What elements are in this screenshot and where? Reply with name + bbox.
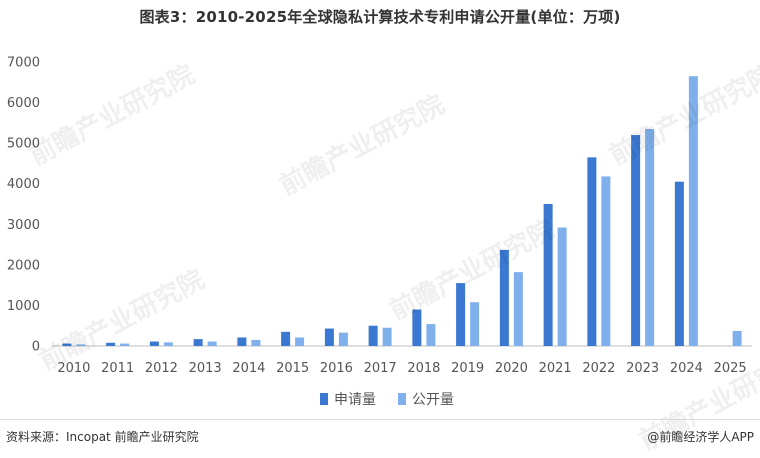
x-tick-label: 2014 bbox=[232, 361, 265, 376]
x-tick-label: 2020 bbox=[495, 361, 528, 376]
bar-applications bbox=[368, 325, 378, 346]
legend-item-publications: 公开量 bbox=[398, 389, 454, 409]
y-tick-label: 0 bbox=[32, 340, 40, 355]
y-tick-label: 4000 bbox=[7, 177, 40, 192]
y-tick-label: 5000 bbox=[7, 137, 40, 152]
x-tick-label: 2017 bbox=[364, 361, 397, 376]
bar-applications bbox=[193, 339, 203, 346]
bar-applications bbox=[631, 135, 641, 346]
bar-applications bbox=[62, 343, 72, 346]
y-tick-label: 6000 bbox=[7, 96, 40, 111]
y-tick-label: 1000 bbox=[7, 299, 40, 314]
bar-applications bbox=[412, 309, 422, 346]
y-tick-label: 7000 bbox=[7, 56, 40, 71]
chart-legend: 申请量 公开量 bbox=[320, 389, 454, 409]
bar-publications bbox=[557, 227, 567, 346]
bar-publications bbox=[645, 128, 655, 346]
bar-publications bbox=[688, 76, 698, 346]
bar-applications bbox=[237, 337, 247, 346]
legend-swatch-publications bbox=[398, 393, 406, 405]
x-tick-label: 2018 bbox=[407, 361, 440, 376]
bar-publications bbox=[338, 332, 348, 346]
bar-applications bbox=[587, 157, 597, 346]
x-tick-label: 2015 bbox=[276, 361, 309, 376]
bar-publications bbox=[426, 324, 436, 346]
bar-publications bbox=[601, 176, 611, 346]
bar-publications bbox=[295, 337, 305, 346]
x-tick-label: 2013 bbox=[189, 361, 222, 376]
bar-publications bbox=[163, 342, 173, 346]
bar-publications bbox=[120, 343, 130, 346]
bar-applications bbox=[456, 283, 466, 346]
y-tick-label: 2000 bbox=[7, 258, 40, 273]
bar-publications bbox=[732, 330, 742, 346]
legend-item-applications: 申请量 bbox=[320, 389, 376, 409]
y-tick-label: 3000 bbox=[7, 218, 40, 233]
legend-label-applications: 申请量 bbox=[334, 392, 376, 408]
legend-label-publications: 公开量 bbox=[412, 392, 454, 408]
bar-publications bbox=[382, 327, 392, 346]
x-tick-label: 2024 bbox=[670, 361, 703, 376]
bar-applications bbox=[281, 331, 291, 346]
brand-credit: @前瞻经济学人APP bbox=[647, 430, 754, 444]
bar-publications bbox=[76, 344, 86, 346]
x-tick-label: 2011 bbox=[101, 361, 134, 376]
source-note: 资料来源：Incopat 前瞻产业研究院 bbox=[6, 430, 199, 444]
x-tick-label: 2016 bbox=[320, 361, 353, 376]
bar-applications bbox=[499, 249, 509, 346]
footer-divider bbox=[0, 419, 760, 420]
x-tick-label: 2025 bbox=[714, 361, 747, 376]
x-tick-label: 2019 bbox=[451, 361, 484, 376]
x-tick-label: 2012 bbox=[145, 361, 178, 376]
bar-applications bbox=[674, 181, 684, 346]
bar-publications bbox=[470, 302, 480, 346]
bar-applications bbox=[543, 204, 553, 346]
bar-publications bbox=[207, 341, 217, 346]
chart-title: 图表3：2010-2025年全球隐私计算技术专利申请公开量(单位：万项) bbox=[139, 8, 621, 26]
x-tick-label: 2021 bbox=[539, 361, 572, 376]
x-tick-label: 2010 bbox=[57, 361, 90, 376]
legend-swatch-applications bbox=[320, 393, 328, 405]
bar-applications bbox=[149, 341, 159, 346]
x-tick-label: 2022 bbox=[582, 361, 615, 376]
bar-applications bbox=[106, 342, 116, 346]
bar-applications bbox=[324, 328, 334, 346]
bar-publications bbox=[513, 272, 523, 346]
x-tick-label: 2023 bbox=[626, 361, 659, 376]
bar-publications bbox=[251, 339, 261, 346]
